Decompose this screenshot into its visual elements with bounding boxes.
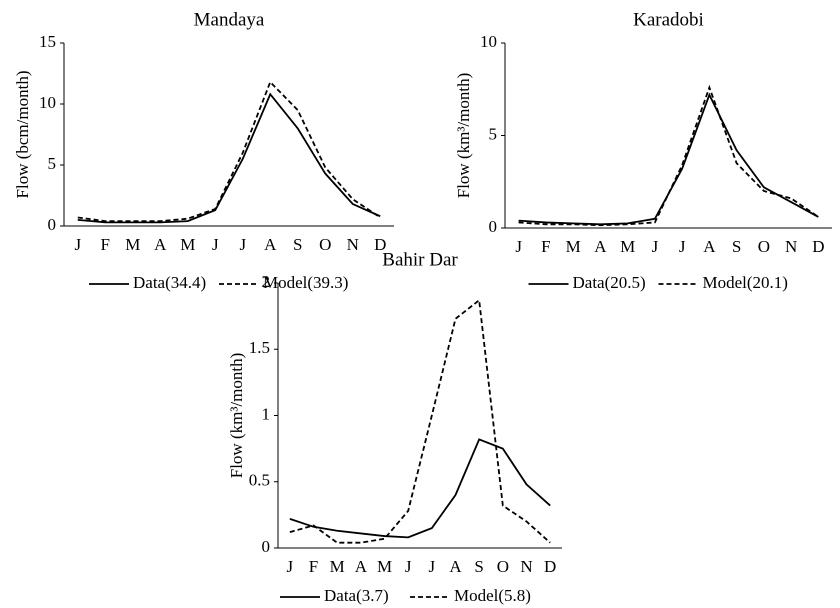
y-tick-label: 0.5 <box>249 471 270 490</box>
x-tick-label: D <box>544 557 556 576</box>
x-tick-label: J <box>652 237 659 256</box>
x-tick-label: J <box>405 557 412 576</box>
x-tick-label: M <box>330 557 345 576</box>
x-tick-label: D <box>812 237 824 256</box>
data-line <box>77 80 381 223</box>
x-tick-label: A <box>703 237 716 256</box>
x-tick-label: J <box>212 235 219 254</box>
y-tick-label: 10 <box>480 32 497 51</box>
data-line <box>518 92 819 226</box>
x-tick-label: D <box>374 235 386 254</box>
legend-label: Model(20.1) <box>703 273 788 292</box>
y-tick-label: 0 <box>489 217 498 236</box>
y-tick-label: 1 <box>262 404 271 423</box>
x-tick-label: N <box>520 557 532 576</box>
x-tick-label: J <box>679 237 686 256</box>
y-axis-label: Flow (km³/month) <box>227 353 246 479</box>
x-tick-label: J <box>239 235 246 254</box>
y-tick-label: 5 <box>48 154 57 173</box>
x-tick-label: J <box>429 557 436 576</box>
x-tick-label: M <box>566 237 581 256</box>
y-tick-label: 1.5 <box>249 338 270 357</box>
y-axis-label: Flow (km³/month) <box>454 73 473 199</box>
x-tick-label: O <box>319 235 331 254</box>
y-tick-label: 15 <box>39 32 56 51</box>
chart-title: Bahir Dar <box>382 249 458 270</box>
x-tick-label: A <box>154 235 167 254</box>
x-tick-label: A <box>594 237 607 256</box>
legend-label: Data(3.7) <box>324 586 389 605</box>
x-tick-label: M <box>125 235 140 254</box>
legend-label: Model(5.8) <box>454 586 531 605</box>
x-tick-label: N <box>785 237 797 256</box>
y-tick-label: 0 <box>262 537 271 556</box>
x-tick-label: J <box>74 235 81 254</box>
x-tick-label: J <box>287 557 294 576</box>
x-tick-label: J <box>515 237 522 256</box>
y-tick-label: 5 <box>489 124 498 143</box>
x-tick-label: A <box>355 557 368 576</box>
chart-title: Mandaya <box>194 9 265 30</box>
legend-label: Data(20.5) <box>573 273 646 292</box>
y-axis-label: Flow (bcm/month) <box>13 71 32 199</box>
y-tick-label: 0 <box>48 215 57 234</box>
data-line <box>518 84 819 227</box>
chart-title: Karadobi <box>633 9 704 30</box>
x-tick-label: N <box>347 235 359 254</box>
x-tick-label: S <box>293 235 302 254</box>
y-tick-label: 10 <box>39 93 56 112</box>
x-tick-label: F <box>101 235 110 254</box>
legend-label: Model(39.3) <box>263 273 348 292</box>
data-line <box>289 438 551 539</box>
x-tick-label: A <box>264 235 277 254</box>
x-tick-label: O <box>497 557 509 576</box>
x-tick-label: M <box>620 237 635 256</box>
x-tick-label: F <box>541 237 550 256</box>
x-tick-label: O <box>758 237 770 256</box>
legend-label: Data(34.4) <box>133 273 206 292</box>
x-tick-label: M <box>377 557 392 576</box>
x-tick-label: A <box>449 557 462 576</box>
x-tick-label: F <box>309 557 318 576</box>
data-line <box>77 92 381 224</box>
x-tick-label: S <box>474 557 483 576</box>
y-tick-label: 2 <box>262 272 271 291</box>
data-line <box>289 298 551 544</box>
x-tick-label: M <box>180 235 195 254</box>
x-tick-label: S <box>732 237 741 256</box>
